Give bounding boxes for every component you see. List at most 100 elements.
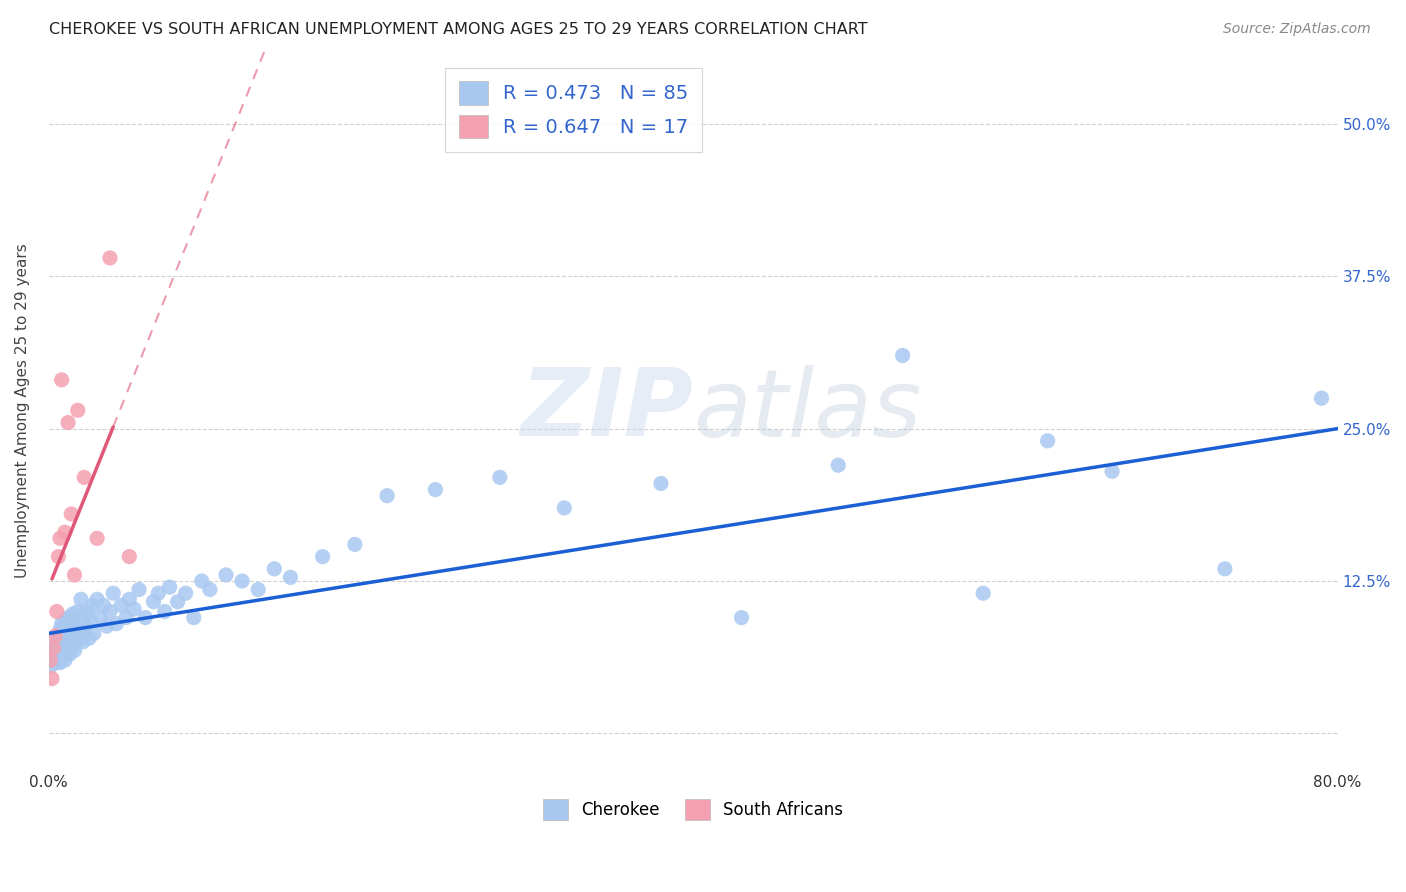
Point bbox=[49, 656, 72, 670]
Point bbox=[96, 619, 118, 633]
Point bbox=[67, 632, 90, 646]
Point bbox=[51, 373, 73, 387]
Point bbox=[56, 639, 79, 653]
Point bbox=[159, 580, 181, 594]
Point bbox=[62, 607, 84, 621]
Point bbox=[51, 641, 73, 656]
Point bbox=[49, 532, 72, 546]
Point bbox=[247, 582, 270, 597]
Point bbox=[105, 616, 128, 631]
Point bbox=[1213, 562, 1236, 576]
Point bbox=[82, 599, 104, 613]
Point bbox=[110, 599, 132, 613]
Point bbox=[134, 610, 156, 624]
Point bbox=[60, 614, 83, 628]
Point bbox=[44, 656, 66, 670]
Point bbox=[44, 629, 66, 643]
Point bbox=[66, 623, 89, 637]
Point bbox=[60, 641, 83, 656]
Y-axis label: Unemployment Among Ages 25 to 29 years: Unemployment Among Ages 25 to 29 years bbox=[15, 243, 30, 578]
Point bbox=[118, 592, 141, 607]
Point bbox=[153, 605, 176, 619]
Point bbox=[63, 643, 86, 657]
Point bbox=[51, 616, 73, 631]
Legend: Cherokee, South Africans: Cherokee, South Africans bbox=[537, 793, 851, 826]
Point bbox=[55, 619, 77, 633]
Point bbox=[63, 568, 86, 582]
Point bbox=[83, 626, 105, 640]
Point bbox=[489, 470, 512, 484]
Point bbox=[215, 568, 238, 582]
Point bbox=[55, 643, 77, 657]
Point bbox=[77, 632, 100, 646]
Point bbox=[52, 626, 75, 640]
Point bbox=[263, 562, 285, 576]
Point bbox=[89, 610, 111, 624]
Point bbox=[52, 647, 75, 661]
Point bbox=[191, 574, 214, 588]
Point bbox=[730, 610, 752, 624]
Point bbox=[280, 570, 302, 584]
Point bbox=[76, 605, 98, 619]
Point bbox=[62, 632, 84, 646]
Text: atlas: atlas bbox=[693, 365, 921, 456]
Point bbox=[142, 595, 165, 609]
Point bbox=[79, 614, 101, 628]
Point bbox=[39, 653, 62, 667]
Point bbox=[39, 659, 62, 673]
Point bbox=[93, 599, 115, 613]
Point bbox=[48, 549, 70, 564]
Point bbox=[53, 525, 76, 540]
Point bbox=[59, 623, 82, 637]
Point bbox=[45, 635, 67, 649]
Point bbox=[103, 586, 125, 600]
Point bbox=[650, 476, 672, 491]
Point bbox=[45, 643, 67, 657]
Point bbox=[122, 602, 145, 616]
Point bbox=[45, 605, 67, 619]
Point bbox=[60, 507, 83, 521]
Point bbox=[166, 595, 188, 609]
Point bbox=[98, 251, 121, 265]
Point bbox=[66, 403, 89, 417]
Point bbox=[375, 489, 398, 503]
Point bbox=[231, 574, 253, 588]
Point bbox=[118, 549, 141, 564]
Point bbox=[53, 653, 76, 667]
Point bbox=[86, 532, 108, 546]
Point bbox=[86, 592, 108, 607]
Point bbox=[425, 483, 447, 497]
Point bbox=[49, 623, 72, 637]
Point bbox=[48, 629, 70, 643]
Point bbox=[972, 586, 994, 600]
Point bbox=[343, 537, 366, 551]
Point bbox=[891, 349, 914, 363]
Point bbox=[1101, 464, 1123, 478]
Point bbox=[70, 626, 93, 640]
Point bbox=[148, 586, 170, 600]
Point bbox=[73, 470, 96, 484]
Point bbox=[198, 582, 221, 597]
Point bbox=[48, 650, 70, 665]
Text: ZIP: ZIP bbox=[520, 364, 693, 457]
Point bbox=[1310, 391, 1333, 405]
Point bbox=[65, 635, 87, 649]
Point bbox=[59, 647, 82, 661]
Point bbox=[41, 672, 63, 686]
Text: Source: ZipAtlas.com: Source: ZipAtlas.com bbox=[1223, 22, 1371, 37]
Point bbox=[98, 605, 121, 619]
Point bbox=[1036, 434, 1059, 448]
Point bbox=[115, 610, 138, 624]
Point bbox=[66, 605, 89, 619]
Point bbox=[72, 635, 94, 649]
Point bbox=[56, 610, 79, 624]
Point bbox=[63, 616, 86, 631]
Point bbox=[183, 610, 205, 624]
Point bbox=[73, 610, 96, 624]
Point bbox=[75, 619, 97, 633]
Point bbox=[70, 592, 93, 607]
Point bbox=[41, 647, 63, 661]
Point bbox=[53, 614, 76, 628]
Point bbox=[827, 458, 849, 473]
Point bbox=[174, 586, 197, 600]
